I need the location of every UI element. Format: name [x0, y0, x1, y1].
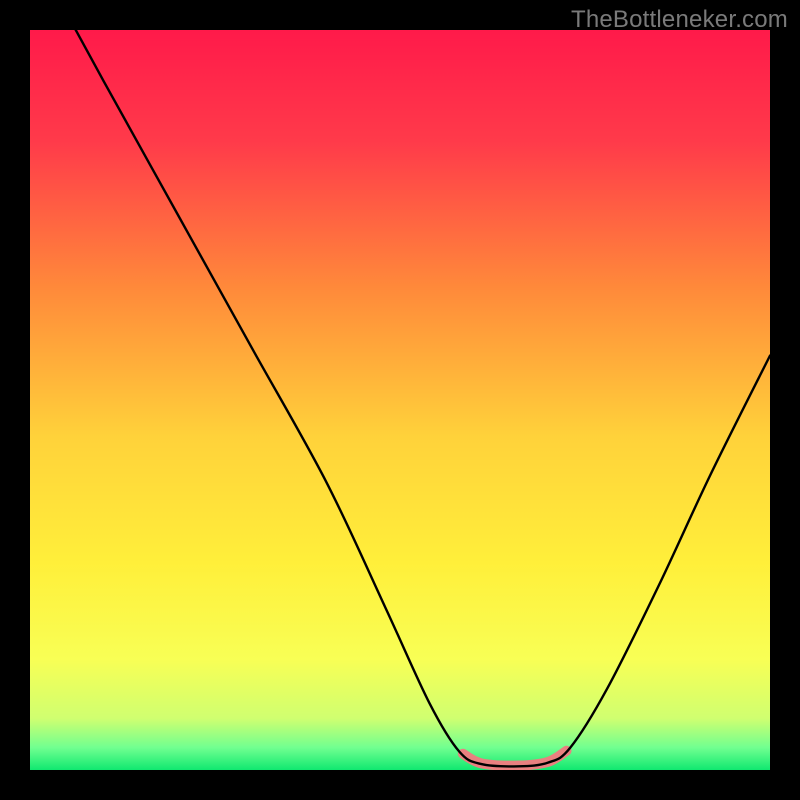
plot-background — [30, 30, 770, 770]
chart-svg — [0, 0, 800, 800]
watermark-text: TheBottleneker.com — [571, 6, 788, 34]
bottleneck-chart: TheBottleneker.com — [0, 0, 800, 800]
